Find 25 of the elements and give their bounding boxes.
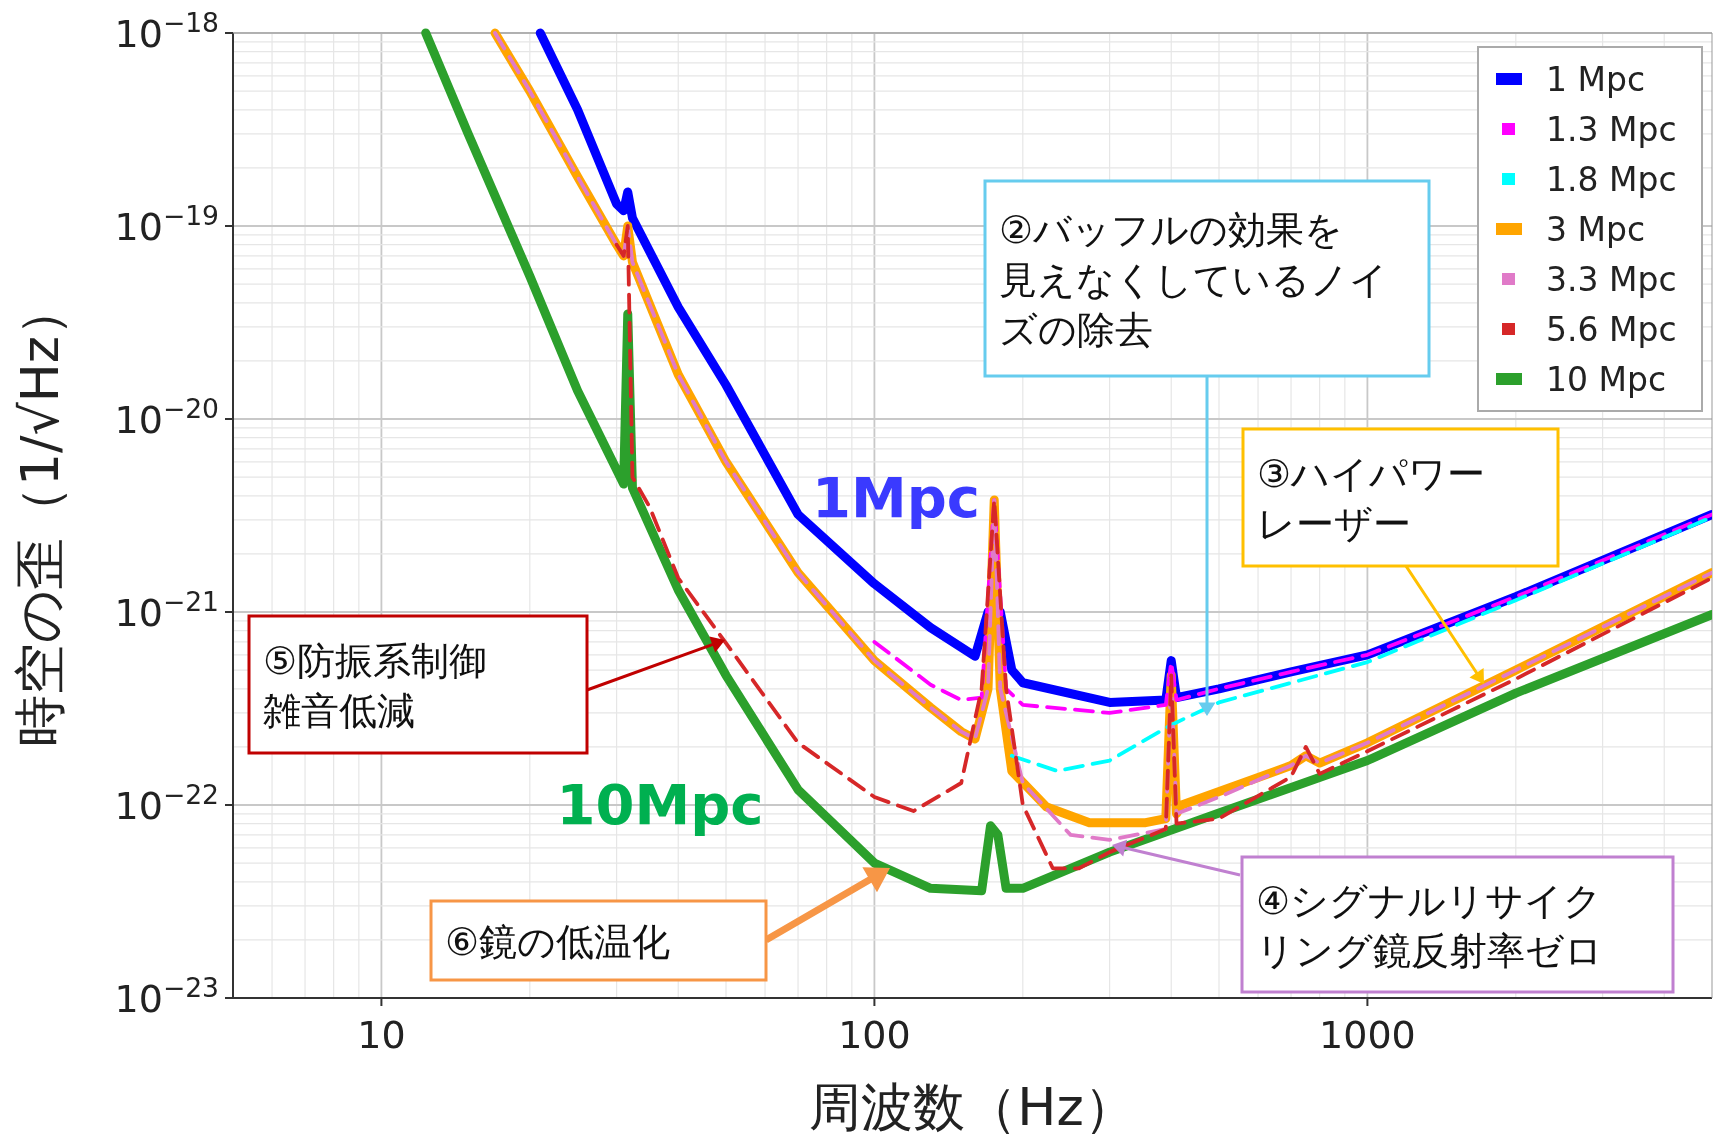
legend-label: 1.3 Mpc [1546,110,1677,149]
y-axis-title: 時空の歪（1/√Hz） [10,283,70,748]
annotation: ⑥鏡の低温化 [445,919,671,964]
annotation: 10Mpc [556,772,764,838]
annotation: ④シグナルリサイクリング鏡反射率ゼロ [1256,878,1603,973]
annotation: ③ハイパワーレーザー [1257,451,1486,546]
legend-label: 3.3 Mpc [1546,260,1677,299]
legend-label: 10 Mpc [1546,360,1667,399]
legend-label: 1.8 Mpc [1546,160,1677,199]
y-tick-label: 10$^{−22}$ [114,778,219,828]
x-axis-title: 周波数（Hz） [809,1077,1136,1137]
legend-label: 3 Mpc [1546,210,1646,249]
annotation: ⑤防振系制御雑音低減 [263,638,488,733]
x-tick-label: 100 [838,1013,911,1057]
annotation: ②バッフルの効果を見えなくしているノイズの除去 [999,207,1388,352]
y-tick-label: 10$^{−19}$ [114,199,219,249]
annotation: 1Mpc [812,465,980,531]
y-tick-label: 10$^{−21}$ [114,585,219,635]
legend-label: 1 Mpc [1546,60,1646,99]
legend-label: 5.6 Mpc [1546,310,1677,349]
y-tick-label: 10$^{−23}$ [114,971,219,1021]
x-tick-label: 1000 [1319,1013,1416,1057]
y-tick-label: 10$^{−20}$ [114,392,219,442]
y-tick-label: 10$^{−18}$ [114,6,219,56]
x-tick-label: 10 [357,1013,406,1057]
